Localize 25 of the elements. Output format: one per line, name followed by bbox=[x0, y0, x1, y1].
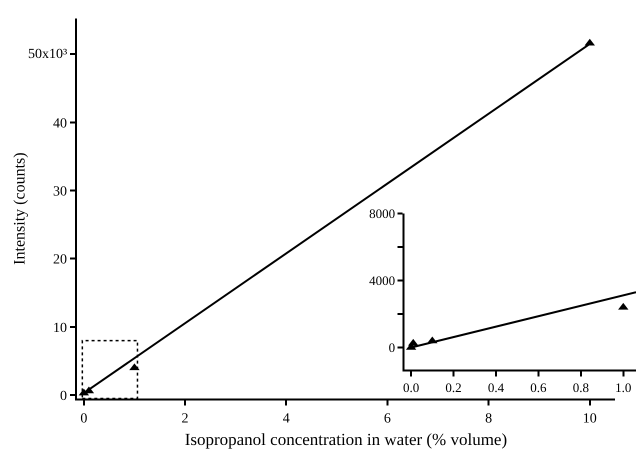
x-tick-label: 0.8 bbox=[572, 380, 589, 395]
x-tick-label: 0.6 bbox=[530, 380, 548, 395]
y-tick-label: 10 bbox=[52, 320, 67, 336]
y-tick-label: 30 bbox=[52, 184, 67, 200]
x-tick-label: 8 bbox=[485, 411, 492, 426]
y-axis-title: Intensity (counts) bbox=[11, 152, 28, 265]
x-tick-label: 10 bbox=[582, 411, 597, 426]
y-tick-label: 40 bbox=[52, 116, 67, 132]
y-tick-label: 0 bbox=[388, 340, 396, 356]
text: 50x10³ bbox=[28, 47, 68, 62]
x-tick-label: 1.0 bbox=[615, 380, 632, 395]
y-tick-label: 4000 bbox=[369, 273, 396, 288]
point bbox=[618, 302, 628, 310]
x-tick-label: 0 bbox=[80, 411, 88, 426]
point bbox=[408, 338, 418, 346]
x-tick-label: 0.4 bbox=[488, 380, 505, 395]
x-tick-label: 0.0 bbox=[402, 380, 420, 395]
x-tick-label: 4 bbox=[282, 411, 290, 426]
x-tick-label: 2 bbox=[182, 411, 189, 426]
x-tick-label: 0.2 bbox=[445, 380, 462, 395]
y-tick-label: 20 bbox=[52, 252, 67, 268]
y-tick-label: 8000 bbox=[369, 206, 396, 222]
x-axis-title: Isopropanol concentration in water (% volume) bbox=[184, 430, 508, 450]
x-tick-label: 6 bbox=[384, 411, 391, 426]
y-tick-label: 0 bbox=[60, 389, 67, 404]
